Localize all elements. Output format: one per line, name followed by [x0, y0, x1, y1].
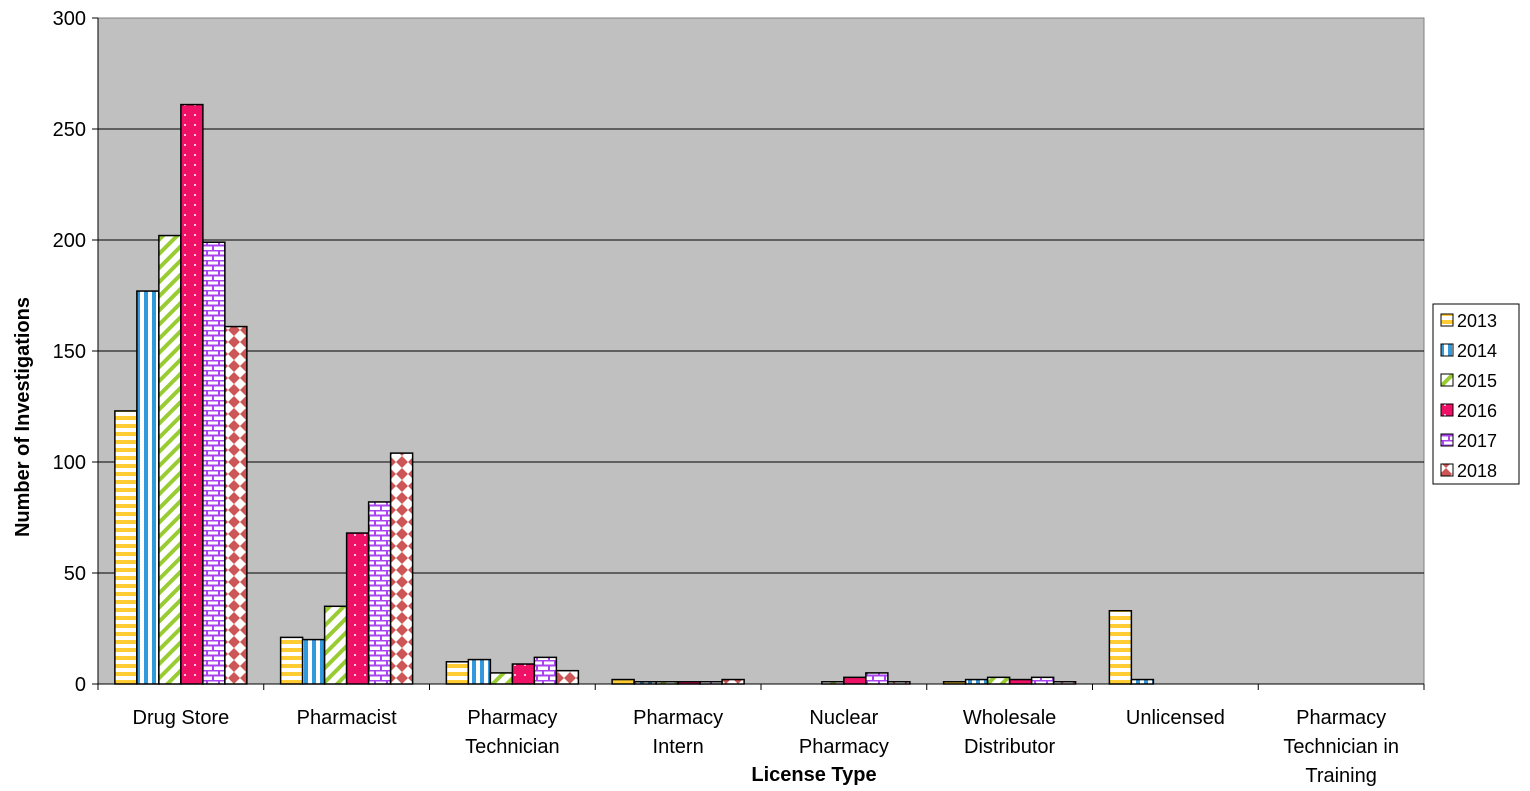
- bar-2016: [511, 663, 536, 685]
- y-axis-title: Number of Investigations: [12, 297, 34, 537]
- bar-2014: [301, 638, 326, 685]
- legend-box: [1432, 303, 1520, 485]
- bar-2013: [611, 678, 635, 685]
- y-tick-labels: 0 50 100 150 200 250 300: [53, 8, 86, 696]
- x-tick-label: Pharmacy Intern: [633, 707, 723, 758]
- bar-2015: [489, 672, 514, 685]
- bar-2013: [114, 410, 138, 685]
- y-tick-label: 100: [53, 452, 86, 474]
- bar-2016: [843, 676, 867, 685]
- x-tick-label: Pharmacy Technician: [465, 707, 560, 758]
- x-tick-label: Pharmacist: [297, 707, 397, 729]
- bar-2015: [986, 676, 1011, 685]
- gridlines: [98, 128, 1424, 574]
- legend-swatch-2017: [1440, 433, 1454, 447]
- bar-2016: [345, 532, 370, 685]
- legend-label-2017: 2017: [1457, 431, 1497, 451]
- y-tick-label: 150: [53, 341, 86, 363]
- bar-2014: [136, 290, 160, 685]
- bar-2013: [445, 661, 470, 685]
- legend-swatch-2014: [1440, 343, 1454, 357]
- bar-2018: [389, 452, 414, 685]
- bar-2013: [1108, 609, 1133, 685]
- bar-2015: [323, 605, 348, 685]
- bar-2017: [1030, 676, 1055, 685]
- y-tick-label: 50: [64, 563, 86, 585]
- legend-swatch-2015: [1440, 373, 1454, 387]
- bars: [114, 103, 1155, 685]
- x-tick-label: Wholesale Distributor: [963, 707, 1056, 758]
- legend-label-2015: 2015: [1457, 371, 1497, 391]
- bar-2017: [367, 501, 392, 685]
- bar-2014: [467, 658, 492, 685]
- x-tick-label: Nuclear Pharmacy: [799, 707, 889, 758]
- y-tick-label: 250: [53, 119, 86, 141]
- x-tick-label: Drug Store: [133, 707, 230, 729]
- bar-2017: [202, 241, 226, 685]
- bar-2018: [555, 669, 580, 685]
- bar-2015: [158, 234, 182, 685]
- legend-label-2013: 2013: [1457, 311, 1497, 331]
- x-axis-title: License Type: [751, 764, 876, 786]
- x-tick-label: Unlicensed: [1126, 707, 1225, 729]
- bar-2017: [865, 672, 889, 685]
- legend-label-2016: 2016: [1457, 401, 1497, 421]
- axes: [92, 17, 1425, 690]
- bar-2013: [279, 636, 304, 685]
- bar-2016: [1008, 678, 1033, 685]
- legend-label-2014: 2014: [1457, 341, 1497, 361]
- bar-2017: [533, 656, 558, 685]
- legend-swatch-2013: [1440, 313, 1454, 327]
- legend-swatch-2018: [1440, 463, 1454, 477]
- y-tick-label: 200: [53, 230, 86, 252]
- legend-swatch-2016: [1440, 403, 1454, 417]
- bar-2014: [964, 678, 989, 685]
- bar-2018: [224, 325, 248, 685]
- bar-2016: [180, 103, 204, 685]
- y-tick-label: 0: [75, 674, 86, 696]
- legend-label-2018: 2018: [1457, 461, 1497, 481]
- bar-2018: [721, 678, 745, 685]
- bar-2014: [1130, 678, 1155, 685]
- y-tick-label: 300: [53, 8, 86, 30]
- x-tick-label: Pharmacy Technician in Training: [1283, 707, 1399, 787]
- legend: 2013 2014 2015 2016 2017 2018: [1432, 303, 1520, 485]
- x-tick-labels: Drug Store Pharmacist Pharmacy Technician Ph…: [133, 707, 1399, 787]
